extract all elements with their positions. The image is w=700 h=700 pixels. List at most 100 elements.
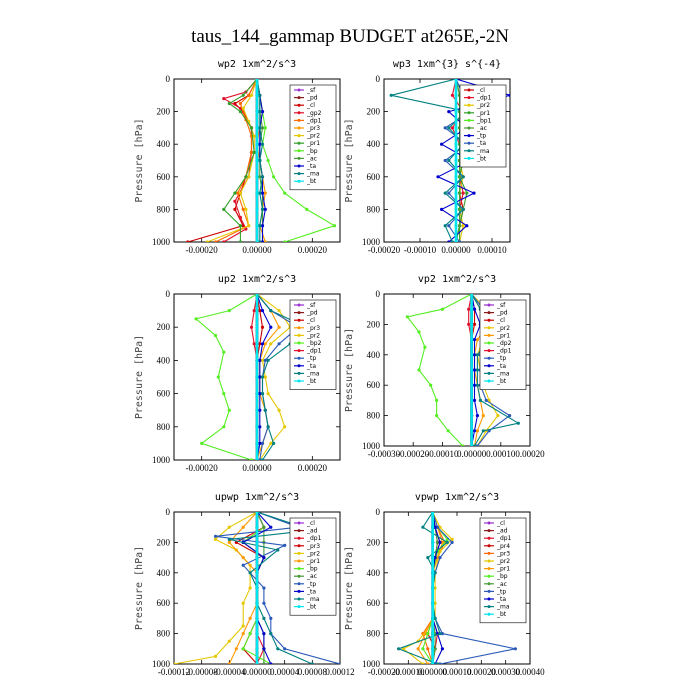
- data-point: [269, 616, 273, 621]
- legend-label: _cl: [496, 520, 505, 527]
- data-point: [450, 93, 454, 97]
- legend-label: _bt: [306, 604, 317, 611]
- data-point: [248, 632, 252, 636]
- legend-label: _bp1: [476, 117, 492, 124]
- legend-marker: [297, 172, 301, 176]
- legend-marker: [487, 544, 491, 548]
- data-point: [241, 563, 245, 567]
- data-point: [465, 224, 469, 228]
- legend-marker: [297, 559, 301, 563]
- x-tick-label: 0.00020: [298, 245, 328, 255]
- data-point: [255, 571, 259, 575]
- data-point: [247, 93, 251, 97]
- data-point: [433, 556, 437, 560]
- chart-panel-2: wp3 1xm^{3} s^{-4} Pressure [hPa] 0 200 400 6…: [344, 59, 511, 255]
- data-point: [252, 150, 256, 154]
- data-point: [440, 307, 444, 311]
- legend-marker: [297, 326, 301, 330]
- x-tick-label: 0.00000: [457, 449, 487, 459]
- legend-label: _ac: [496, 581, 507, 588]
- legend-marker: [487, 605, 491, 609]
- data-point: [443, 158, 447, 163]
- data-point: [248, 616, 252, 621]
- data-point: [478, 398, 482, 402]
- data-point: [454, 158, 458, 163]
- data-point: [454, 207, 458, 211]
- data-point: [445, 540, 449, 545]
- data-point: [440, 207, 444, 211]
- legend-marker: [297, 141, 301, 145]
- data-point: [238, 240, 242, 242]
- data-point: [255, 441, 259, 445]
- legend-box: [479, 299, 527, 390]
- data-point: [234, 647, 238, 651]
- data-point: [233, 207, 237, 211]
- data-point: [255, 175, 259, 179]
- data-point: [263, 358, 267, 362]
- data-point: [443, 224, 447, 228]
- data-point: [213, 534, 218, 538]
- legend-label: _ac: [476, 125, 487, 132]
- legend-marker: [467, 118, 471, 122]
- y-axis-label: Pressure [hPa]: [344, 546, 355, 630]
- data-point: [255, 325, 259, 329]
- data-point: [496, 414, 500, 418]
- data-point: [450, 540, 454, 545]
- data-point: [269, 342, 273, 346]
- legend-label: _pr2: [306, 133, 320, 140]
- data-point: [255, 616, 259, 621]
- legend-label: _ma: [306, 370, 320, 377]
- legend-marker: [487, 521, 491, 525]
- data-point: [255, 408, 259, 412]
- y-tick-label: 600: [367, 598, 381, 608]
- legend-label: _ta: [306, 163, 316, 170]
- data-point: [423, 345, 427, 349]
- data-point: [332, 224, 337, 228]
- data-point: [249, 93, 254, 97]
- data-point: [433, 647, 437, 651]
- data-point: [260, 375, 265, 379]
- data-point: [258, 175, 262, 179]
- legend-label: _cl: [306, 317, 315, 324]
- data-point: [272, 175, 276, 179]
- data-point: [438, 540, 442, 545]
- x-tick-label: -0.00020: [397, 449, 430, 459]
- legend-marker: [487, 303, 491, 307]
- legend-marker: [297, 574, 301, 578]
- data-point: [213, 333, 218, 338]
- legend-box: [289, 84, 337, 191]
- data-point: [431, 571, 435, 575]
- x-tick-label: 0.00004: [270, 667, 300, 677]
- data-point: [227, 639, 231, 643]
- data-point: [405, 315, 409, 319]
- legend-label: _sf: [496, 302, 506, 309]
- data-point: [233, 199, 237, 203]
- data-point: [238, 110, 242, 114]
- data-point: [222, 207, 226, 211]
- chart-panel-4: vp2 1xm^2/s^3 Pressure [hPa] 0 200 400 600 800…: [344, 274, 545, 459]
- chart-panel-6: vpwp 1xm^2/s^3 Pressure [hPa] 0 200 400 600 80…: [344, 492, 545, 677]
- legend-label: _pd: [306, 95, 318, 102]
- legend-marker: [467, 96, 471, 100]
- data-point: [258, 425, 262, 429]
- data-point: [262, 525, 266, 529]
- data-point: [262, 556, 266, 560]
- y-tick-label: 400: [367, 139, 381, 149]
- data-point: [447, 158, 451, 163]
- legend-label: _pr4: [496, 543, 510, 550]
- data-point: [241, 207, 245, 211]
- y-axis-label: Pressure [hPa]: [344, 328, 355, 412]
- data-point: [258, 224, 262, 228]
- y-tick-label: 800: [367, 411, 381, 421]
- y-tick-label: 0: [376, 289, 381, 299]
- legend-label: _pr2: [496, 558, 510, 565]
- legend-marker: [487, 597, 491, 601]
- data-point: [258, 110, 262, 114]
- data-point: [454, 142, 458, 146]
- data-point: [283, 543, 287, 548]
- data-point: [283, 240, 287, 242]
- data-point: [255, 375, 259, 379]
- data-point: [241, 647, 245, 651]
- legend-label: _ad: [496, 528, 508, 535]
- legend-marker: [487, 311, 491, 315]
